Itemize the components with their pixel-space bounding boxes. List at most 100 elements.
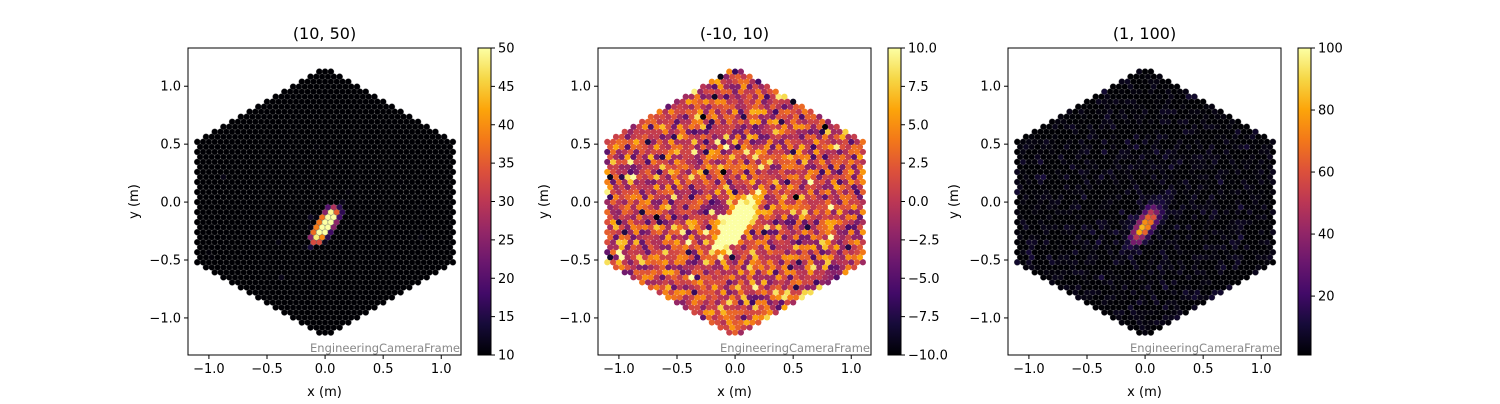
camera-pixel xyxy=(604,139,610,145)
camera-pixel xyxy=(424,124,430,130)
camera-pixel xyxy=(264,99,270,105)
camera-pixel xyxy=(834,124,840,130)
camera-pixel xyxy=(238,114,244,120)
camera-pixel xyxy=(700,84,706,90)
camera-pixel xyxy=(665,104,671,110)
chart-title: (-10, 10) xyxy=(700,24,769,43)
camera-pixel xyxy=(732,69,738,75)
y-tick-label: 1.0 xyxy=(570,80,591,95)
frame-label: EngineeringCameraFrame xyxy=(310,341,460,355)
y-tick-label: 0.5 xyxy=(570,138,591,153)
x-tick-label: 0.5 xyxy=(373,362,394,377)
colorbar-tick-label: 7.5 xyxy=(908,80,929,95)
camera-pixel xyxy=(790,99,796,105)
camera-pixel xyxy=(354,84,360,90)
colorbar-tick-label: 40 xyxy=(498,118,515,133)
camera-pixel xyxy=(415,119,421,125)
camera-pixel xyxy=(825,119,831,125)
frame-label: EngineeringCameraFrame xyxy=(720,341,870,355)
y-axis-label: y (m) xyxy=(537,184,552,219)
camera-pixel xyxy=(371,94,377,100)
colorbar-tick-label: 35 xyxy=(498,157,515,172)
camera-pixel xyxy=(229,119,235,125)
x-tick-label: −1.0 xyxy=(603,362,635,377)
camera-pixel xyxy=(709,79,715,85)
camera-pixel xyxy=(747,74,753,80)
camera-pixel xyxy=(450,139,456,145)
colorbar: −10.0 −7.5 −5.0 −2.5 0.0 2.5 5.0 7.5 10.0 xyxy=(888,42,948,364)
camera-pixel xyxy=(674,99,680,105)
colorbar-tick-label: −2.5 xyxy=(908,233,940,248)
colorbar-gradient xyxy=(888,48,901,355)
camera-pixel xyxy=(322,69,328,75)
camera-pixel xyxy=(622,129,628,135)
camera-pixel xyxy=(842,129,848,135)
y-tick-label: −1.0 xyxy=(559,311,591,326)
camera-pixel xyxy=(683,94,689,100)
camera-pixel xyxy=(755,79,761,85)
colorbar-tick-label: 5.0 xyxy=(908,118,929,133)
camera-pixel xyxy=(648,114,654,120)
camera-pixel xyxy=(246,109,252,115)
x-tick-label: 0.0 xyxy=(315,362,336,377)
colorbar-tick-label: 45 xyxy=(498,80,515,95)
camera-pixel xyxy=(212,129,218,135)
y-tick-label: −0.5 xyxy=(559,254,591,269)
x-axis-label: x (m) xyxy=(307,385,342,400)
camera-pixel xyxy=(816,114,822,120)
x-tick-label: 0.0 xyxy=(725,362,746,377)
colorbar-tick-label: −5.0 xyxy=(908,272,940,287)
camera-pixel xyxy=(851,134,857,140)
colorbar-tick-label: 20 xyxy=(498,272,515,287)
colorbar-tick-label: −7.5 xyxy=(908,310,940,325)
camera-pixel xyxy=(203,134,209,140)
camera-pixel xyxy=(406,114,412,120)
camera-pixel xyxy=(441,134,447,140)
y-tick-label: −1.0 xyxy=(149,311,181,326)
x-axis-label: x (m) xyxy=(717,385,752,400)
camera-pixels xyxy=(194,69,456,336)
x-tick-label: 1.0 xyxy=(841,362,862,377)
x-tick-label: 1.0 xyxy=(431,362,452,377)
colorbar-tick-label: 50 xyxy=(498,42,515,57)
camera-pixel xyxy=(630,124,636,130)
camera-pixel xyxy=(799,104,805,110)
camera-pixel xyxy=(781,94,787,100)
colorbar-tick-label: 10.0 xyxy=(908,42,937,57)
camera-pixel xyxy=(860,139,866,145)
y-tick-label: 0.0 xyxy=(570,196,591,211)
colorbar-tick-label: −10.0 xyxy=(908,349,948,364)
camera-pixels xyxy=(604,69,866,336)
camera-pixel xyxy=(773,89,779,95)
y-tick-label: −0.5 xyxy=(149,254,181,269)
camera-pixel xyxy=(613,134,619,140)
y-axis-label: y (m) xyxy=(127,184,142,219)
colorbar-tick-label: 0.0 xyxy=(908,195,929,210)
camera-pixel xyxy=(273,94,279,100)
camera-pixel xyxy=(290,84,296,90)
x-tick-label: −0.5 xyxy=(251,362,283,377)
colorbar-tick-label: 30 xyxy=(498,195,515,210)
camera-pixel xyxy=(807,109,813,115)
camera-pixel xyxy=(299,79,305,85)
camera-pixel xyxy=(1014,139,1020,145)
camera-pixel xyxy=(389,104,395,110)
y-tick-label: 0.5 xyxy=(160,138,181,153)
camera-pixel xyxy=(337,74,343,80)
camera-pixel xyxy=(307,74,313,80)
colorbar-gradient xyxy=(478,48,491,355)
camera-pixel xyxy=(255,104,261,110)
camera-pixel xyxy=(345,79,351,85)
camera-pixel xyxy=(738,69,744,75)
camera-pixel xyxy=(194,139,200,145)
x-tick-label: −0.5 xyxy=(661,362,693,377)
camera-pixel xyxy=(432,129,438,135)
colorbar-tick-label: 2.5 xyxy=(908,157,929,172)
camera-pixel xyxy=(717,74,723,80)
camera-pixel xyxy=(656,109,662,115)
camera-pixel xyxy=(639,119,645,125)
colorbar-tick-label: 15 xyxy=(498,310,515,325)
